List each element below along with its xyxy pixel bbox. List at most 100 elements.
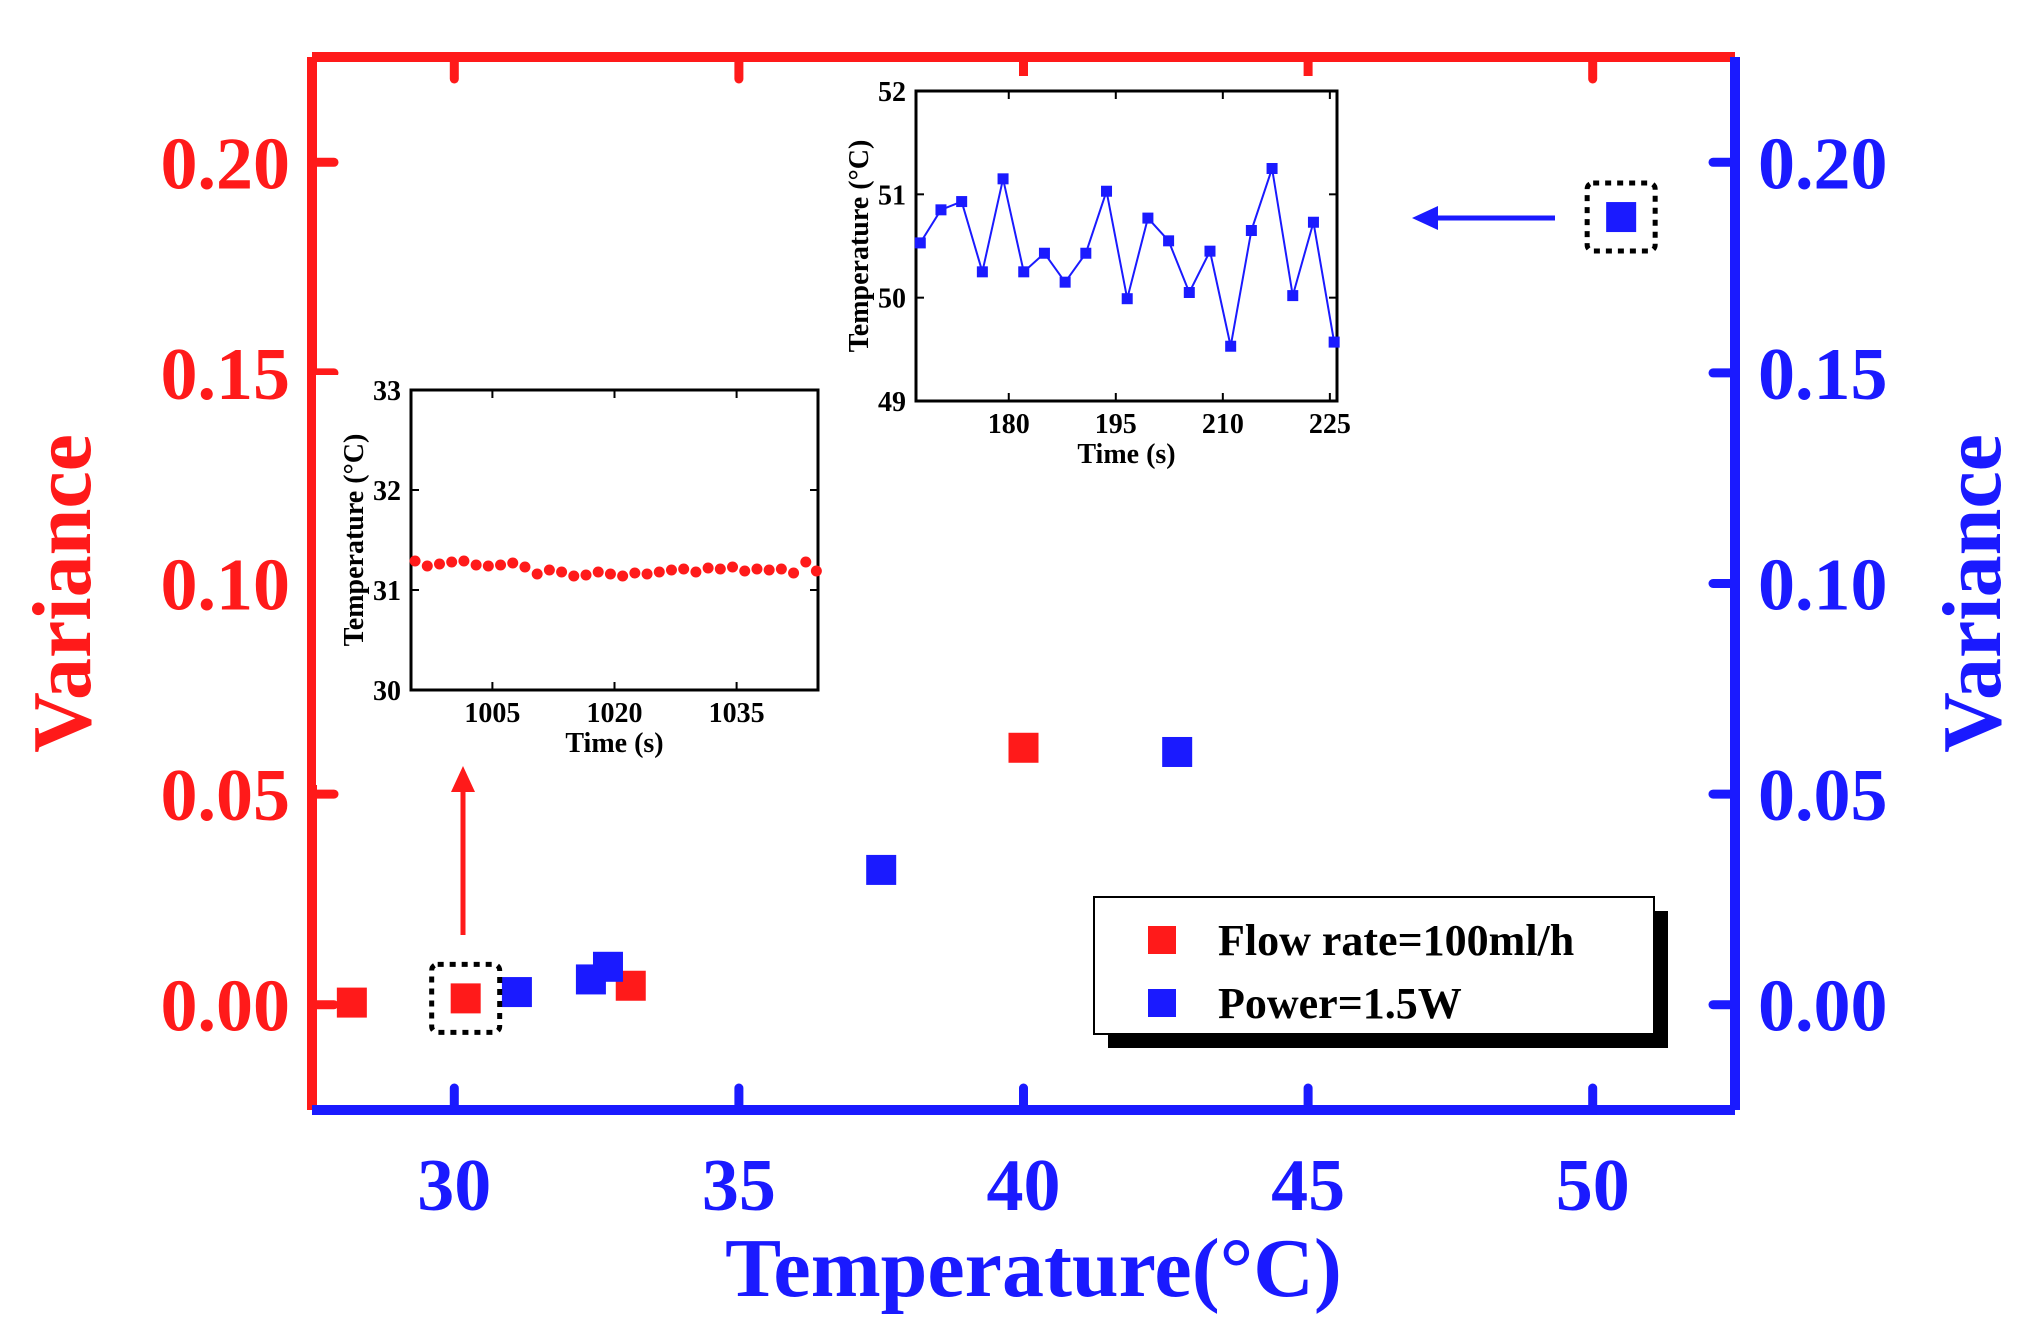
inset-y-axis-title: Temperature (°C) <box>339 434 370 647</box>
inset-point <box>1142 212 1154 224</box>
highlight-box <box>429 961 503 1035</box>
inset-point <box>1287 290 1299 302</box>
inset-point <box>629 567 641 579</box>
inset-point <box>800 556 812 568</box>
y-tick-label-left: 0.05 <box>161 755 291 837</box>
y-axis-title-right: Variance <box>1926 434 2019 753</box>
inset-point <box>641 568 653 580</box>
y-tick-label-left: 0.10 <box>161 545 291 627</box>
inset-point <box>556 566 568 578</box>
inset-point <box>470 559 482 571</box>
inset-point <box>604 568 616 580</box>
x-tick-label: 40 <box>987 1145 1061 1227</box>
inset-x-axis-title: Time (s) <box>1077 439 1175 470</box>
inset-point <box>519 561 531 573</box>
inset-point <box>1101 185 1113 197</box>
y-tick-label-right: 0.20 <box>1758 123 1888 205</box>
power-point <box>592 951 623 982</box>
inset-point <box>1080 247 1092 259</box>
inset-y-tick-label: 30 <box>373 676 401 707</box>
x-tick-label: 35 <box>702 1145 776 1227</box>
inset-power-chart: 180 195 210 225 49 50 51 52 Time (s) Temperature … <box>821 76 1352 496</box>
inset-y-tick-label: 51 <box>878 180 906 211</box>
inset-point <box>617 570 629 582</box>
inset-point <box>1121 293 1133 305</box>
inset-point <box>739 565 751 577</box>
legend: Flow rate=100ml/h Power=1.5W <box>1093 896 1668 1048</box>
inset-point <box>507 557 519 569</box>
power-point <box>1162 736 1193 767</box>
inset-point <box>409 555 421 567</box>
inset-point <box>1163 235 1175 247</box>
inset-point <box>775 563 787 575</box>
power-point <box>501 977 532 1008</box>
inset-point <box>956 196 968 208</box>
inset-x-tick-label: 210 <box>1202 409 1244 440</box>
inset-point <box>935 204 947 216</box>
inset-y-tick-label: 31 <box>373 576 401 607</box>
inset-point <box>1204 245 1216 257</box>
power-point <box>866 854 897 885</box>
y-tick-label-right: 0.10 <box>1758 545 1888 627</box>
y-tick-label-right: 0.15 <box>1758 334 1888 416</box>
inset-point <box>482 560 494 572</box>
inset-point <box>763 564 775 576</box>
inset-point <box>1018 266 1030 278</box>
inset-point <box>727 561 739 573</box>
legend-box <box>1093 896 1655 1035</box>
inset-point <box>433 558 445 570</box>
inset-point <box>788 567 800 579</box>
inset-point <box>810 565 822 577</box>
inset-point <box>1038 247 1050 259</box>
inset-y-tick-label: 50 <box>878 284 906 315</box>
inset-point <box>665 564 677 576</box>
inset-point <box>1225 340 1237 352</box>
inset-x-tick-label: 225 <box>1309 409 1351 440</box>
y-tick-label-left: 0.20 <box>161 123 291 205</box>
power-point <box>1606 202 1637 233</box>
y-axis-title-left: Variance <box>16 434 109 753</box>
y-tick-label-left: 0.15 <box>161 334 291 416</box>
inset-x-tick-label: 180 <box>988 409 1030 440</box>
inset-point <box>1328 336 1340 348</box>
x-tick-label: 45 <box>1271 1145 1345 1227</box>
inset-x-axis-title: Time (s) <box>565 728 663 759</box>
x-tick-label: 30 <box>417 1145 491 1227</box>
inset-x-tick-label: 1035 <box>709 698 765 729</box>
y-tick-label-right: 0.05 <box>1758 755 1888 837</box>
inset-point <box>580 569 592 581</box>
inset-point <box>914 237 926 249</box>
inset-point <box>997 173 1009 185</box>
highlight-box <box>1584 180 1658 254</box>
flow-rate-point <box>336 987 367 1018</box>
inset-point <box>690 566 702 578</box>
inset-point <box>1266 163 1278 174</box>
annotations <box>451 206 1555 935</box>
inset-point <box>1059 276 1071 288</box>
inset-point <box>976 266 988 278</box>
legend-label: Flow rate=100ml/h <box>1218 916 1574 965</box>
inset-background <box>821 76 1352 496</box>
x-axis-title: Temperature(°C) <box>725 1222 1342 1315</box>
inset-point <box>531 568 543 580</box>
inset-point <box>678 563 690 575</box>
legend-label: Power=1.5W <box>1218 979 1462 1028</box>
y-tick-label-left: 0.00 <box>161 966 291 1048</box>
inset-point <box>543 564 555 576</box>
inset-point <box>421 560 433 572</box>
inset-point <box>495 559 507 571</box>
inset-x-tick-label: 1020 <box>587 698 643 729</box>
inset-point <box>592 566 604 578</box>
inset-point <box>458 555 470 567</box>
inset-point <box>1245 225 1257 236</box>
inset-point <box>568 570 580 582</box>
inset-y-axis-title: Temperature (°C) <box>844 140 875 353</box>
inset-y-tick-label: 33 <box>373 376 401 407</box>
legend-marker <box>1148 989 1176 1017</box>
blue-arrow-head <box>1412 206 1438 230</box>
inset-y-tick-label: 52 <box>878 77 906 108</box>
inset-point <box>714 563 726 575</box>
flow-rate-point <box>450 983 481 1014</box>
red-arrow-head <box>451 766 475 792</box>
